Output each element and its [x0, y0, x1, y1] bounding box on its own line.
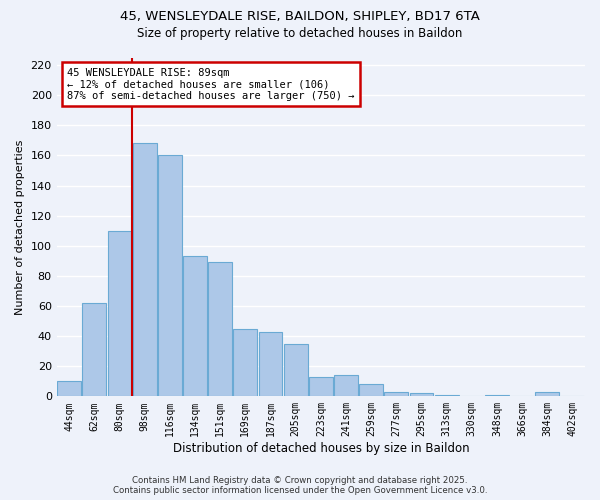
Text: Contains HM Land Registry data © Crown copyright and database right 2025.
Contai: Contains HM Land Registry data © Crown c… [113, 476, 487, 495]
Bar [133, 144, 157, 396]
Bar [259, 332, 283, 396]
Bar [107, 230, 131, 396]
Bar [434, 395, 458, 396]
Text: 45 WENSLEYDALE RISE: 89sqm
← 12% of detached houses are smaller (106)
87% of sem: 45 WENSLEYDALE RISE: 89sqm ← 12% of deta… [67, 68, 355, 101]
Bar [309, 377, 333, 396]
Y-axis label: Number of detached properties: Number of detached properties [15, 139, 25, 314]
Bar [284, 344, 308, 396]
Bar [183, 256, 207, 396]
Bar [82, 303, 106, 396]
Text: 45, WENSLEYDALE RISE, BAILDON, SHIPLEY, BD17 6TA: 45, WENSLEYDALE RISE, BAILDON, SHIPLEY, … [120, 10, 480, 23]
Bar [233, 328, 257, 396]
Bar [410, 394, 433, 396]
Bar [359, 384, 383, 396]
Bar [385, 392, 408, 396]
Bar [535, 392, 559, 396]
Text: Size of property relative to detached houses in Baildon: Size of property relative to detached ho… [137, 28, 463, 40]
Bar [334, 376, 358, 396]
Bar [57, 382, 81, 396]
Bar [485, 395, 509, 396]
X-axis label: Distribution of detached houses by size in Baildon: Distribution of detached houses by size … [173, 442, 469, 455]
Bar [158, 156, 182, 396]
Bar [208, 262, 232, 396]
